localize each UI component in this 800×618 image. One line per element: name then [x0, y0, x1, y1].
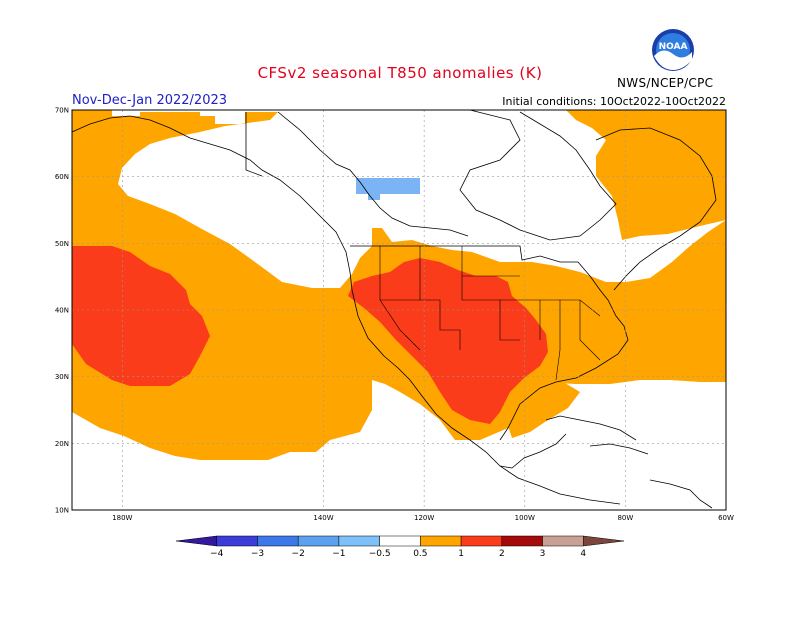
lat-tick-label: 40N	[55, 307, 69, 315]
latitude-labels: 70N 60N 50N 40N 30N 20N 10N	[55, 107, 69, 515]
longitude-labels: 180W 140W 120W 100W 80W 60W	[112, 514, 734, 522]
gridlines	[72, 110, 726, 510]
forecast-period: Nov-Dec-Jan 2022/2023	[72, 93, 228, 108]
colorbar: −4 −3 −2 −1 −0.5 0.5 1 2 3 4	[175, 535, 625, 559]
colorbar-label: 4	[580, 549, 586, 559]
lon-tick-label: 140W	[313, 514, 333, 522]
initial-conditions: Initial conditions: 10Oct2022-10Oct2022	[502, 95, 726, 108]
colorbar-swatch	[583, 535, 625, 547]
noaa-logo-icon: NOAA	[652, 29, 694, 71]
colorbar-swatch	[420, 535, 462, 547]
warmer-anomaly-western-us	[348, 258, 548, 424]
lat-tick-label: 20N	[55, 440, 69, 448]
colorbar-swatch	[216, 535, 258, 547]
colorbar-label: −1	[332, 549, 345, 559]
colorbar-label: −3	[251, 549, 264, 559]
colorbar-swatch	[501, 535, 543, 547]
lon-tick-label: 60W	[718, 514, 734, 522]
lon-tick-label: 120W	[414, 514, 434, 522]
colorbar-label: −2	[292, 549, 305, 559]
map-frame	[71, 109, 727, 511]
colorbar-label: 2	[499, 549, 505, 559]
lat-tick-label: 70N	[55, 107, 69, 115]
lat-tick-label: 50N	[55, 240, 69, 248]
colorbar-label: −4	[210, 549, 224, 559]
agency-label: NWS/NCEP/CPC	[617, 76, 714, 90]
state-borders	[379, 246, 601, 381]
colorbar-swatch	[338, 535, 380, 547]
warm-anomaly-eastern-canada	[566, 110, 726, 240]
colorbar-label: 3	[540, 549, 546, 559]
lon-tick-label: 80W	[617, 514, 633, 522]
colorbar-swatch	[542, 535, 584, 547]
anomaly-fill-layer	[72, 110, 726, 509]
logo-text: NOAA	[659, 42, 688, 52]
colorbar-swatch	[297, 535, 340, 547]
lon-tick-label: 100W	[515, 514, 535, 522]
colorbar-label: 0.5	[413, 549, 427, 559]
warm-anomaly-southeast-us	[506, 380, 580, 438]
lon-tick-label: 180W	[112, 514, 132, 522]
warmer-anomaly-central-pacific	[72, 246, 210, 386]
lat-tick-label: 10N	[55, 507, 69, 515]
colorbar-swatch	[460, 535, 503, 547]
lat-tick-label: 30N	[55, 373, 69, 381]
colorbar-swatch	[175, 535, 217, 547]
colorbar-label: 1	[458, 549, 464, 559]
cool-anomaly-hudson	[356, 178, 420, 200]
colorbar-swatch	[257, 535, 299, 547]
colorbar-swatch	[379, 535, 421, 547]
colorbar-label: −0.5	[369, 549, 391, 559]
lat-tick-label: 60N	[55, 173, 69, 181]
coastlines	[72, 110, 717, 509]
map-title: CFSv2 seasonal T850 anomalies (K)	[257, 64, 543, 82]
